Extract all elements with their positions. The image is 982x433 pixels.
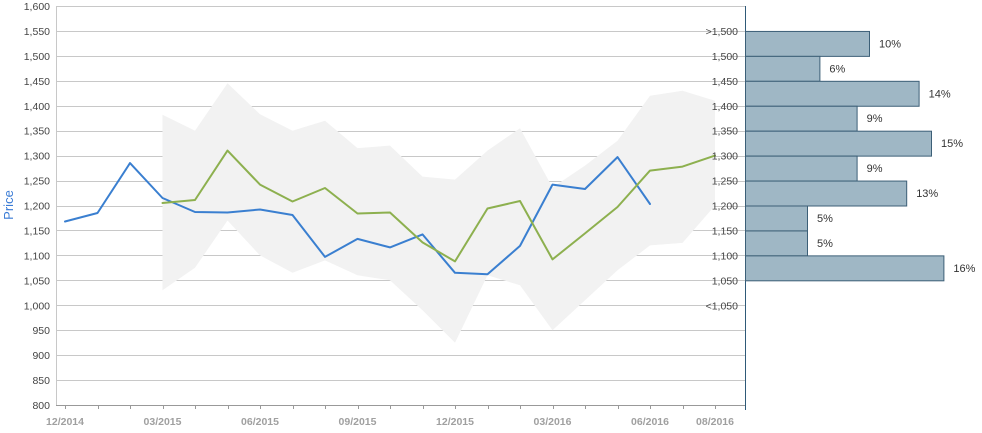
x-tick-labels: 12/2014 03/2015 06/2015 09/2015 12/2015 03/20… [46, 416, 734, 428]
distribution-bin-label: 1,500 [712, 51, 738, 63]
x-tick-label: 06/2015 [241, 416, 279, 428]
series-line-1 [64, 156, 651, 276]
y-tick-label: 1,400 [24, 101, 50, 113]
distribution-bin-label: 1,050 [712, 275, 738, 287]
distribution-percent-label: 9% [867, 113, 883, 125]
distribution-bin-label: 1,100 [712, 250, 738, 262]
y-tick-label: 1,550 [24, 26, 50, 38]
distribution-bin-label: 1,300 [712, 151, 738, 163]
distribution-bar [745, 155, 858, 182]
y-tick-labels: 800 850 900 950 1,000 1,050 1,100 1,150 1,200 1,2… [24, 1, 50, 412]
distribution-bar [745, 230, 808, 257]
distribution-bin-label: >1,500 [706, 26, 739, 38]
y-tick-label: 1,000 [24, 300, 50, 312]
y-tick-label: 1,300 [24, 151, 50, 163]
x-tick-label: 12/2015 [436, 416, 474, 428]
y-tick-label: 1,500 [24, 51, 50, 63]
y-tick-label: 850 [32, 375, 50, 387]
y-tick-label: 1,450 [24, 76, 50, 88]
y-tick-label: 1,600 [24, 1, 50, 13]
distribution-percent-label: 16% [953, 263, 975, 275]
distribution-bin-label: 1,400 [712, 101, 738, 113]
distribution-bar [745, 255, 945, 282]
distribution-bin-label: <1,050 [706, 300, 739, 312]
x-tick-label: 12/2014 [46, 416, 84, 428]
y-tick-label: 800 [32, 400, 50, 412]
x-tick-label: 06/2016 [631, 416, 669, 428]
distribution-bar [745, 180, 908, 207]
y-tick-label: 1,150 [24, 225, 50, 237]
distribution-bin-label: 1,250 [712, 176, 738, 188]
distribution-bin-label: 1,150 [712, 225, 738, 237]
distribution-bin-label: 1,450 [712, 76, 738, 88]
distribution-percent-label: 10% [879, 38, 901, 50]
series-lines [64, 149, 716, 276]
price-distribution: 10% >1,500 6% 1,500 14% 1,450 9% 1,400 15% 1,350 9… [706, 26, 976, 312]
series-line-2 [161, 149, 716, 263]
range-band-area [162, 83, 715, 343]
distribution-bar [745, 205, 808, 232]
range-band-layer [162, 83, 715, 343]
distribution-bar [745, 130, 932, 157]
distribution-percent-label: 9% [867, 163, 883, 175]
distribution-percent-label: 5% [817, 213, 833, 225]
distribution-percent-label: 13% [916, 188, 938, 200]
x-tick-label: 08/2016 [696, 416, 734, 428]
distribution-bar [745, 30, 870, 57]
distribution-percent-label: 14% [929, 88, 951, 100]
y-tick-label: 1,050 [24, 275, 50, 287]
y-axis-label: Price [1, 190, 16, 220]
distribution-bin-label: 1,200 [712, 201, 738, 213]
y-tick-label: 950 [32, 325, 50, 337]
distribution-bar [745, 105, 858, 132]
distribution-bar [745, 80, 920, 107]
distribution-bin-label: 1,350 [712, 126, 738, 138]
y-tick-label: 1,100 [24, 250, 50, 262]
distribution-percent-label: 15% [941, 138, 963, 150]
y-tick-label: 1,200 [24, 201, 50, 213]
x-tick-label: 03/2016 [534, 416, 572, 428]
y-tick-label: 1,350 [24, 126, 50, 138]
distribution-percent-label: 6% [829, 63, 845, 75]
y-tick-label: 900 [32, 350, 50, 362]
x-tick-label: 03/2015 [144, 416, 182, 428]
distribution-bar [745, 55, 821, 82]
x-tick-label: 09/2015 [339, 416, 377, 428]
y-tick-label: 1,250 [24, 176, 50, 188]
distribution-percent-label: 5% [817, 238, 833, 250]
